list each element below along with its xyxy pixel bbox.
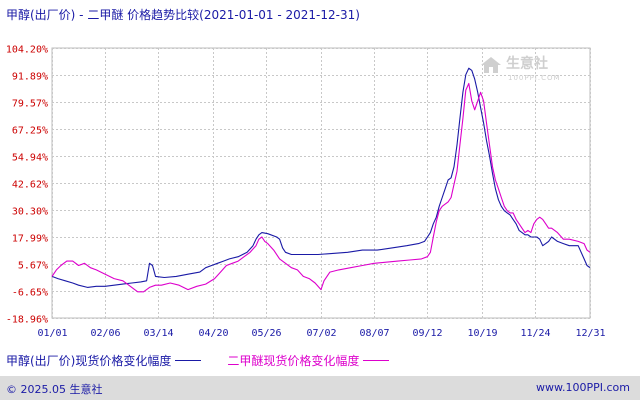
y-tick-label: 30.30% <box>12 207 48 218</box>
series-lines <box>51 67 591 293</box>
y-tick-label: 17.99% <box>12 234 48 245</box>
footer-copyright: © 2025.05 生意社 <box>6 383 103 396</box>
x-tick-label: 07/02 <box>306 328 336 339</box>
x-tick-label: 01/01 <box>37 328 67 339</box>
x-tick-label: 10/19 <box>467 328 497 339</box>
footer-website-link[interactable]: www.100PPI.com <box>536 381 630 394</box>
legend-item-series-2: 二甲醚现货价格变化幅度 <box>227 352 390 369</box>
y-tick-label: 54.94% <box>12 153 48 164</box>
y-tick-label: -6.65% <box>12 288 48 299</box>
series-line-2 <box>51 82 591 293</box>
x-tick-label: 02/06 <box>90 328 120 339</box>
watermark-text: 生意社 <box>506 56 548 72</box>
y-tick-label: 79.57% <box>12 99 48 110</box>
x-tick-label: 09/12 <box>412 328 442 339</box>
y-tick-label: 91.89% <box>12 72 48 83</box>
x-tick-label: 12/31 <box>575 328 605 339</box>
x-tick-label: 08/07 <box>359 328 389 339</box>
legend-item-series-1: 甲醇(出厂价)现货价格变化幅度 <box>6 352 202 369</box>
y-axis-ticks: 104.20% 91.89% 79.57% 67.25% 54.94% 42.62% 30.… <box>6 45 48 326</box>
legend-label-series-1: 甲醇(出厂价)现货价格变化幅度 <box>6 354 172 368</box>
y-tick-label: 67.25% <box>12 126 48 137</box>
y-tick-label: -18.96% <box>6 315 48 326</box>
series-line-1 <box>51 67 591 288</box>
legend-label-series-2: 二甲醚现货价格变化幅度 <box>227 354 360 368</box>
logo-icon <box>481 57 501 73</box>
legend-swatch-series-2 <box>363 360 390 361</box>
y-tick-label: 5.67% <box>18 261 48 272</box>
chart-legend: 甲醇(出厂价)现货价格变化幅度 二甲醚现货价格变化幅度 <box>6 352 415 369</box>
x-axis-ticks: 01/01 02/06 03/14 04/20 05/26 07/02 08/07 09/12… <box>37 328 605 339</box>
watermark-subtext: 100PPI.COM <box>508 74 561 82</box>
y-tick-label: 42.62% <box>12 180 48 191</box>
x-tick-label: 03/14 <box>143 328 173 339</box>
y-tick-label: 104.20% <box>6 45 48 56</box>
x-tick-label: 11/24 <box>520 328 550 339</box>
watermark-logo: 生意社 100PPI.COM <box>480 56 576 90</box>
footer-bar: © 2025.05 生意社 www.100PPI.com <box>0 376 640 400</box>
legend-swatch-series-1 <box>175 360 202 361</box>
x-tick-label: 05/26 <box>251 328 281 339</box>
grid <box>51 47 591 319</box>
chart-title: 甲醇(出厂价) - 二甲醚 价格趋势比较(2021-01-01 - 2021-1… <box>6 8 360 22</box>
x-tick-label: 04/20 <box>198 328 228 339</box>
